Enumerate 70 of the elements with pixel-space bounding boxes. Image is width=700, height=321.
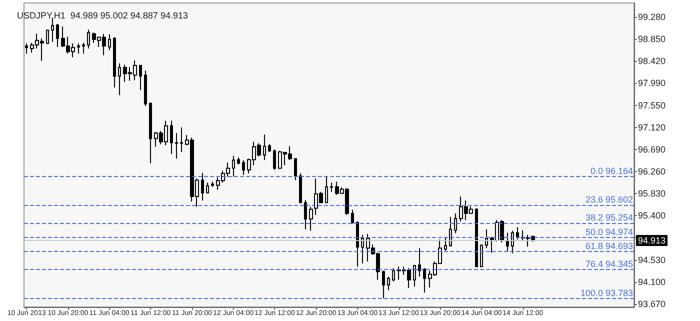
candlestick [413, 264, 416, 288]
ref-line-label: 50.0 94.974 [585, 226, 633, 237]
y-tick-label: 95.830 [638, 188, 666, 198]
candlestick [304, 200, 307, 230]
candlestick [294, 158, 297, 181]
candlestick [149, 102, 152, 164]
candlestick [56, 23, 59, 48]
candlestick [113, 36, 116, 88]
candlestick [82, 42, 85, 54]
y-tick-label: 97.120 [638, 122, 666, 132]
candlestick [299, 172, 302, 204]
candlestick [325, 176, 328, 204]
y-tick-label: 99.280 [638, 12, 666, 22]
y-tick-label: 96.690 [638, 144, 666, 154]
ref-line-label: 76.4 94.345 [585, 259, 633, 270]
candlestick [180, 126, 183, 152]
candlestick [170, 120, 173, 154]
candlestick [206, 182, 209, 194]
candlestick [356, 221, 359, 268]
candlestick [268, 144, 271, 152]
candlestick [273, 148, 276, 170]
candlestick [444, 236, 447, 252]
candlestick [144, 70, 147, 106]
ref-line-label: 94.913 [638, 235, 666, 246]
ref-line-label: 0.0 96.164 [590, 166, 633, 176]
y-tick-label: 98.850 [638, 34, 666, 44]
candlestick [201, 172, 204, 202]
candlestick [480, 244, 483, 268]
ref-line-label: 61.8 94.693 [585, 241, 633, 252]
candlestick [108, 34, 111, 51]
candlestick [25, 42, 28, 54]
candlestick [46, 29, 49, 44]
candlestick [475, 208, 478, 268]
y-tick-label: 94.530 [638, 254, 666, 265]
candlestick [361, 234, 364, 264]
y-tick-label: 96.260 [638, 166, 666, 176]
candlestick [382, 270, 385, 299]
candlestick [232, 156, 235, 177]
candlestick [387, 276, 390, 291]
ref-line-label: 38.2 95.254 [585, 212, 633, 223]
candlestick [263, 134, 266, 161]
candlestick [423, 268, 426, 294]
candlestick [87, 29, 90, 50]
candlestick [211, 181, 214, 188]
candlestick [351, 209, 354, 224]
y-tick-label: 95.400 [638, 210, 666, 220]
y-tick-label: 94.100 [638, 276, 666, 287]
candlestick [51, 18, 54, 42]
y-tick-label: 93.670 [638, 298, 666, 309]
y-tick-label: 98.420 [638, 56, 666, 66]
y-tick-label: 97.990 [638, 78, 666, 88]
candlestick [418, 248, 421, 278]
candlestick [118, 62, 121, 96]
candlestick [139, 64, 142, 91]
candlestick [392, 268, 395, 282]
candlestick [309, 206, 313, 232]
ref-line-label: 23.6 95.602 [585, 194, 633, 205]
candlestick [454, 212, 457, 234]
candlestick [485, 228, 488, 249]
text: USDJPY,H1 94.989 95.002 94.887 94.913 [17, 10, 188, 20]
candlestick [330, 182, 333, 192]
candlestick [242, 160, 245, 176]
candlestick [77, 42, 80, 54]
candlestick [237, 157, 240, 165]
candlestick [175, 132, 178, 160]
ref-line-label: 100.0 93.783 [580, 288, 633, 298]
y-tick-label: 97.550 [638, 100, 666, 110]
candlestick [506, 232, 509, 252]
candlestick [516, 226, 519, 240]
candlestick [449, 216, 452, 248]
